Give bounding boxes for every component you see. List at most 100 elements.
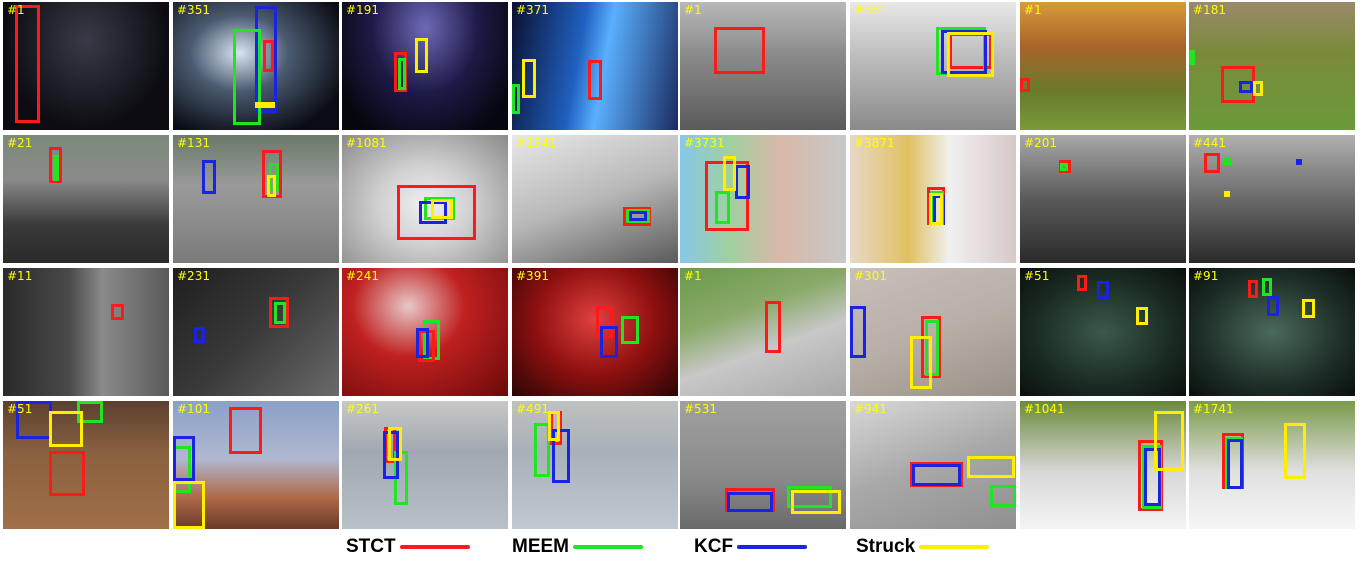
bbox-kcf: [912, 464, 961, 486]
frame-tile: #1041: [1020, 401, 1186, 529]
frame-number: #1: [7, 3, 25, 17]
bbox-stct: [1248, 280, 1258, 298]
bbox-struck: [522, 59, 536, 98]
legend-item-meem: MEEM: [512, 536, 643, 558]
frame-tile: #491: [512, 401, 678, 529]
frame-tile: #241: [342, 268, 508, 396]
frame-tile: #3871: [850, 135, 1016, 263]
legend-line-struck: [919, 545, 990, 549]
frame-image: [3, 2, 169, 130]
bbox-stct: [765, 301, 781, 353]
frame-number: #3871: [854, 136, 895, 150]
legend-item-stct: STCT: [346, 536, 470, 558]
frame-number: #201: [1024, 136, 1057, 150]
frame-tile: #191: [342, 2, 508, 130]
frame-image: [173, 268, 339, 396]
bbox-meem: [398, 58, 406, 90]
frame-image: [3, 268, 169, 396]
bbox-struck: [49, 411, 83, 447]
bbox-meem: [274, 302, 286, 324]
bbox-kcf: [416, 328, 429, 358]
frame-number: #91: [1193, 269, 1219, 283]
frame-image: [1020, 2, 1186, 130]
frame-tile: #231: [173, 268, 339, 396]
frame-image: [512, 401, 678, 529]
bbox-kcf: [552, 429, 570, 483]
frame-image: [512, 268, 678, 396]
frame-number: #1341: [516, 136, 557, 150]
frame-number: #51: [7, 402, 33, 416]
frame-tile: #371: [512, 2, 678, 130]
bbox-struck: [1253, 81, 1263, 96]
legend-line-stct: [399, 545, 470, 549]
bbox-kcf: [629, 211, 647, 221]
bbox-kcf: [1239, 81, 1253, 93]
bbox-struck: [1154, 411, 1184, 471]
frame-number: #191: [346, 3, 379, 17]
frame-tile: #1: [1020, 2, 1186, 130]
frame-tile: #21: [3, 135, 169, 263]
bbox-struck: [723, 156, 736, 191]
frame-number: #441: [1193, 136, 1226, 150]
bbox-struck: [173, 481, 205, 529]
frame-number: #1741: [1193, 402, 1234, 416]
bbox-kcf: [255, 6, 277, 113]
bbox-struck: [548, 411, 560, 441]
frame-number: #261: [346, 402, 379, 416]
bbox-struck: [947, 32, 994, 77]
bbox-kcf: [1267, 296, 1279, 316]
bbox-meem: [925, 320, 939, 376]
frame-image: [1020, 268, 1186, 396]
legend-item-struck: Struck: [856, 536, 990, 558]
legend-label-meem: MEEM: [512, 536, 569, 557]
bbox-struck: [791, 490, 841, 514]
bbox-stct: [49, 147, 62, 183]
bbox-meem: [53, 155, 59, 181]
frame-number: #371: [516, 3, 549, 17]
bbox-struck: [929, 193, 943, 225]
bbox-stct: [229, 407, 262, 454]
bbox-kcf: [1144, 448, 1161, 506]
legend-label-stct: STCT: [346, 536, 396, 557]
bbox-stct: [1204, 153, 1220, 173]
bbox-struck: [431, 199, 453, 219]
frame-number: #491: [516, 402, 549, 416]
frame-image: [1189, 268, 1355, 396]
bbox-kcf: [735, 165, 750, 199]
frame-tile: #261: [342, 401, 508, 529]
bbox-struck: [388, 427, 402, 461]
bbox-kcf: [202, 160, 216, 194]
bbox-stct: [596, 306, 613, 338]
frame-number: #51: [1024, 269, 1050, 283]
bbox-meem: [1262, 278, 1272, 296]
bbox-struck: [415, 38, 428, 73]
frame-tile: #181: [1189, 2, 1355, 130]
frame-tile: #51: [3, 401, 169, 529]
frame-tile: #91: [1189, 268, 1355, 396]
frame-tile: #1: [680, 268, 846, 396]
frame-image: [173, 135, 339, 263]
frame-image: [512, 135, 678, 263]
bbox-meem: [1224, 157, 1232, 165]
frame-tile: #201: [1020, 135, 1186, 263]
bbox-meem: [423, 320, 440, 360]
frame-image: [3, 135, 169, 263]
bbox-kcf: [194, 327, 205, 343]
bbox-stct: [397, 185, 476, 240]
bbox-kcf: [1097, 281, 1109, 299]
bbox-meem: [233, 29, 261, 125]
frame-number: #3731: [684, 136, 725, 150]
bbox-struck: [255, 102, 275, 108]
bbox-meem: [990, 485, 1016, 507]
frame-tile: #391: [512, 268, 678, 396]
frame-number: #241: [346, 269, 379, 283]
bbox-struck: [1136, 307, 1148, 325]
frame-number: #1: [684, 3, 702, 17]
bbox-kcf: [727, 492, 773, 512]
frame-number: #181: [1193, 3, 1226, 17]
frame-tile: #11: [3, 268, 169, 396]
frame-tile: #1: [680, 2, 846, 130]
frame-tile: #1081: [342, 135, 508, 263]
legend-line-meem: [573, 545, 643, 549]
bbox-meem: [715, 191, 730, 224]
